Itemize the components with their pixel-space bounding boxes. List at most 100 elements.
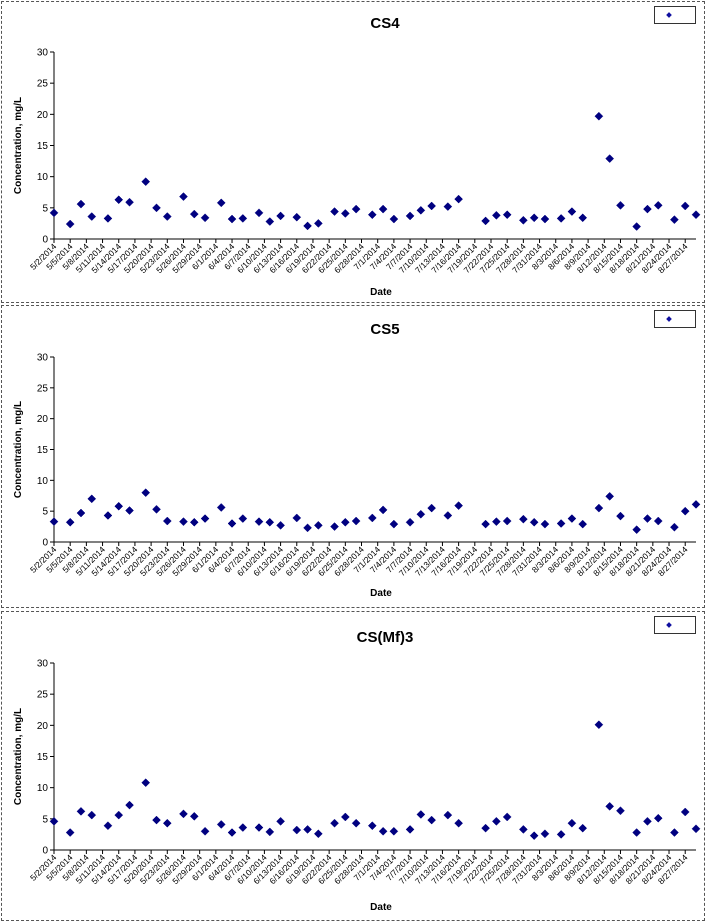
data-point [125, 506, 134, 515]
data-point [367, 210, 377, 220]
data-point [49, 208, 59, 218]
data-point [141, 177, 151, 187]
y-tick-label: 30 [37, 48, 49, 59]
data-point [670, 522, 679, 532]
data-point [519, 215, 528, 225]
data-point [492, 210, 501, 220]
data-point [65, 517, 75, 527]
data-point [540, 829, 550, 839]
y-tick-label: 5 [42, 814, 48, 825]
data-point [578, 823, 588, 833]
data-point [492, 517, 501, 527]
data-point [378, 204, 388, 214]
data-point [152, 504, 161, 514]
data-point [632, 828, 642, 837]
data-point [114, 195, 124, 205]
data-point [405, 517, 415, 527]
data-point [65, 219, 75, 229]
chart-canvas: CS(Mf)30510152025305/2/20145/5/20145/8/2… [13, 629, 701, 913]
legend-marker [666, 316, 672, 322]
data-point [276, 520, 285, 530]
data-point [616, 511, 625, 521]
data-point [292, 513, 302, 523]
y-tick-label: 20 [37, 110, 49, 121]
legend-marker [666, 12, 672, 18]
y-tick-label: 25 [37, 79, 49, 90]
chart-canvas: CS50510152025305/2/20145/5/20145/8/20145… [13, 321, 701, 599]
y-tick-label: 0 [42, 235, 48, 246]
data-point [529, 517, 539, 527]
data-point [427, 815, 437, 825]
data-point [152, 815, 161, 825]
data-point [443, 810, 453, 820]
data-point [87, 810, 97, 820]
data-point [691, 824, 701, 834]
data-point [367, 821, 377, 831]
data-point [556, 214, 566, 223]
y-tick-label: 10 [37, 783, 49, 794]
data-point [416, 810, 426, 819]
data-point [238, 823, 248, 832]
data-point [265, 827, 275, 837]
data-point [216, 503, 226, 512]
data-point [276, 211, 285, 221]
data-point [152, 203, 161, 213]
data-point [670, 828, 679, 837]
data-point [653, 516, 663, 526]
data-point [556, 830, 566, 839]
data-point [454, 818, 463, 828]
data-point [594, 720, 604, 730]
data-point [189, 517, 199, 527]
data-point [643, 816, 652, 826]
data-point [114, 810, 124, 820]
legend [654, 6, 696, 24]
data-point [594, 503, 604, 513]
y-tick-label: 10 [37, 476, 49, 487]
y-tick-label: 15 [37, 141, 49, 152]
data-point [76, 508, 86, 518]
data-point [481, 823, 490, 833]
data-point [578, 519, 588, 529]
data-point [303, 825, 312, 834]
data-point [680, 807, 690, 817]
data-point [670, 215, 679, 225]
chart-panel-csmf3: CS(Mf)3 0 5 10 15 20 25 30 5/2/2014 5/5/2014 5/8/2… [1, 611, 705, 921]
data-point [351, 516, 361, 526]
data-point [200, 213, 210, 223]
data-point [200, 514, 210, 523]
data-point [502, 210, 512, 220]
data-point [141, 778, 151, 788]
data-point [691, 500, 701, 509]
data-point [605, 492, 615, 501]
data-point [540, 519, 550, 529]
y-tick-label: 25 [37, 690, 49, 701]
data-point [405, 825, 415, 834]
data-point [265, 217, 275, 226]
data-point [351, 818, 361, 828]
data-point [125, 197, 134, 207]
y-tick-label: 0 [42, 538, 48, 549]
data-point [578, 213, 588, 223]
data-point [605, 802, 615, 811]
data-point [330, 207, 339, 216]
y-tick-label: 30 [37, 659, 49, 670]
y-tick-label: 20 [37, 414, 49, 425]
data-point [179, 809, 188, 819]
data-point [567, 207, 577, 216]
data-point [367, 513, 377, 523]
x-axis-label: Date [370, 902, 392, 913]
data-point [227, 214, 237, 224]
data-point [340, 209, 350, 218]
y-tick-label: 10 [37, 172, 49, 183]
data-point [567, 818, 577, 828]
x-axis-label: Date [370, 287, 392, 298]
data-point [238, 514, 248, 523]
data-point [567, 514, 577, 523]
data-point [502, 812, 512, 822]
data-point [643, 204, 652, 214]
data-point [427, 201, 437, 211]
data-point [632, 222, 642, 231]
data-point [540, 214, 550, 224]
data-point [292, 825, 302, 835]
data-point [254, 208, 264, 218]
